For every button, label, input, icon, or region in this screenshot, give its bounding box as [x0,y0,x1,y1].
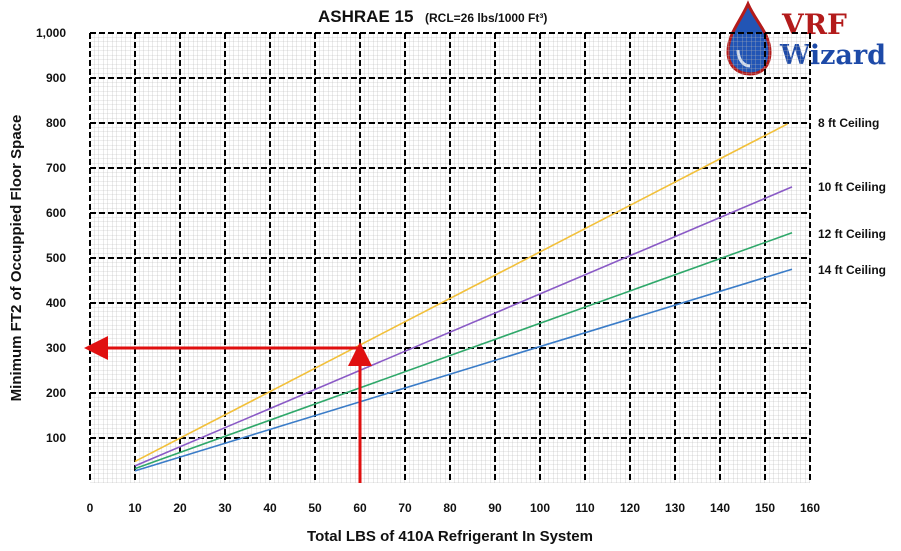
chart-title: ASHRAE 15 [318,7,413,26]
x-tick-label: 10 [128,501,142,515]
series-label: 8 ft Ceiling [818,116,879,130]
y-axis-title: Minimum FT2 of Occuppied Floor Space [8,115,25,402]
x-tick-label: 20 [173,501,187,515]
series-line-2 [134,186,793,467]
series-labels: 8 ft Ceiling 10 ft Ceiling 12 ft Ceiling 14… [818,116,886,277]
x-tick-label: 0 [87,501,94,515]
x-tick-label: 70 [398,501,412,515]
x-tick-label: 30 [218,501,232,515]
x-axis-title: Total LBS of 410A Refrigerant In System [307,528,593,545]
y-tick-label: 900 [46,71,66,85]
series-label: 14 ft Ceiling [818,263,886,277]
y-tick-label: 500 [46,251,66,265]
y-tick-label: 1,000 [36,26,66,40]
x-tick-label: 150 [755,501,775,515]
x-tick-label: 130 [665,501,685,515]
y-tick-label: 800 [46,116,66,130]
series-line-3 [134,232,793,470]
annotations [84,336,372,483]
x-tick-label: 50 [308,501,322,515]
x-tick-label: 160 [800,501,820,515]
major-grid [89,32,811,483]
y-tick-label: 600 [46,206,66,220]
series-line-4 [134,268,793,472]
series-line-1 [134,123,788,463]
x-tick-label: 40 [263,501,277,515]
y-tick-label: 200 [46,386,66,400]
x-tick-label: 60 [353,501,367,515]
series-label: 12 ft Ceiling [818,227,886,241]
x-tick-label: 100 [530,501,550,515]
x-tick-label: 80 [443,501,457,515]
series-label: 10 ft Ceiling [818,180,886,194]
y-tick-label: 100 [46,431,66,445]
y-tick-label: 300 [46,341,66,355]
y-tick-label: 700 [46,161,66,175]
x-axis-ticks: 0 10 20 30 40 50 60 70 80 90 100 110 120 130 140 150 160 [87,501,821,515]
y-axis-ticks: 100 200 300 400 500 600 700 800 900 1,000 [36,26,66,445]
y-tick-label: 400 [46,296,66,310]
x-tick-label: 140 [710,501,730,515]
x-tick-label: 110 [575,501,595,515]
x-tick-label: 120 [620,501,640,515]
x-tick-label: 90 [488,501,502,515]
series-lines [134,123,793,472]
chart-subtitle: (RCL=26 lbs/1000 Ft³) [425,11,547,25]
